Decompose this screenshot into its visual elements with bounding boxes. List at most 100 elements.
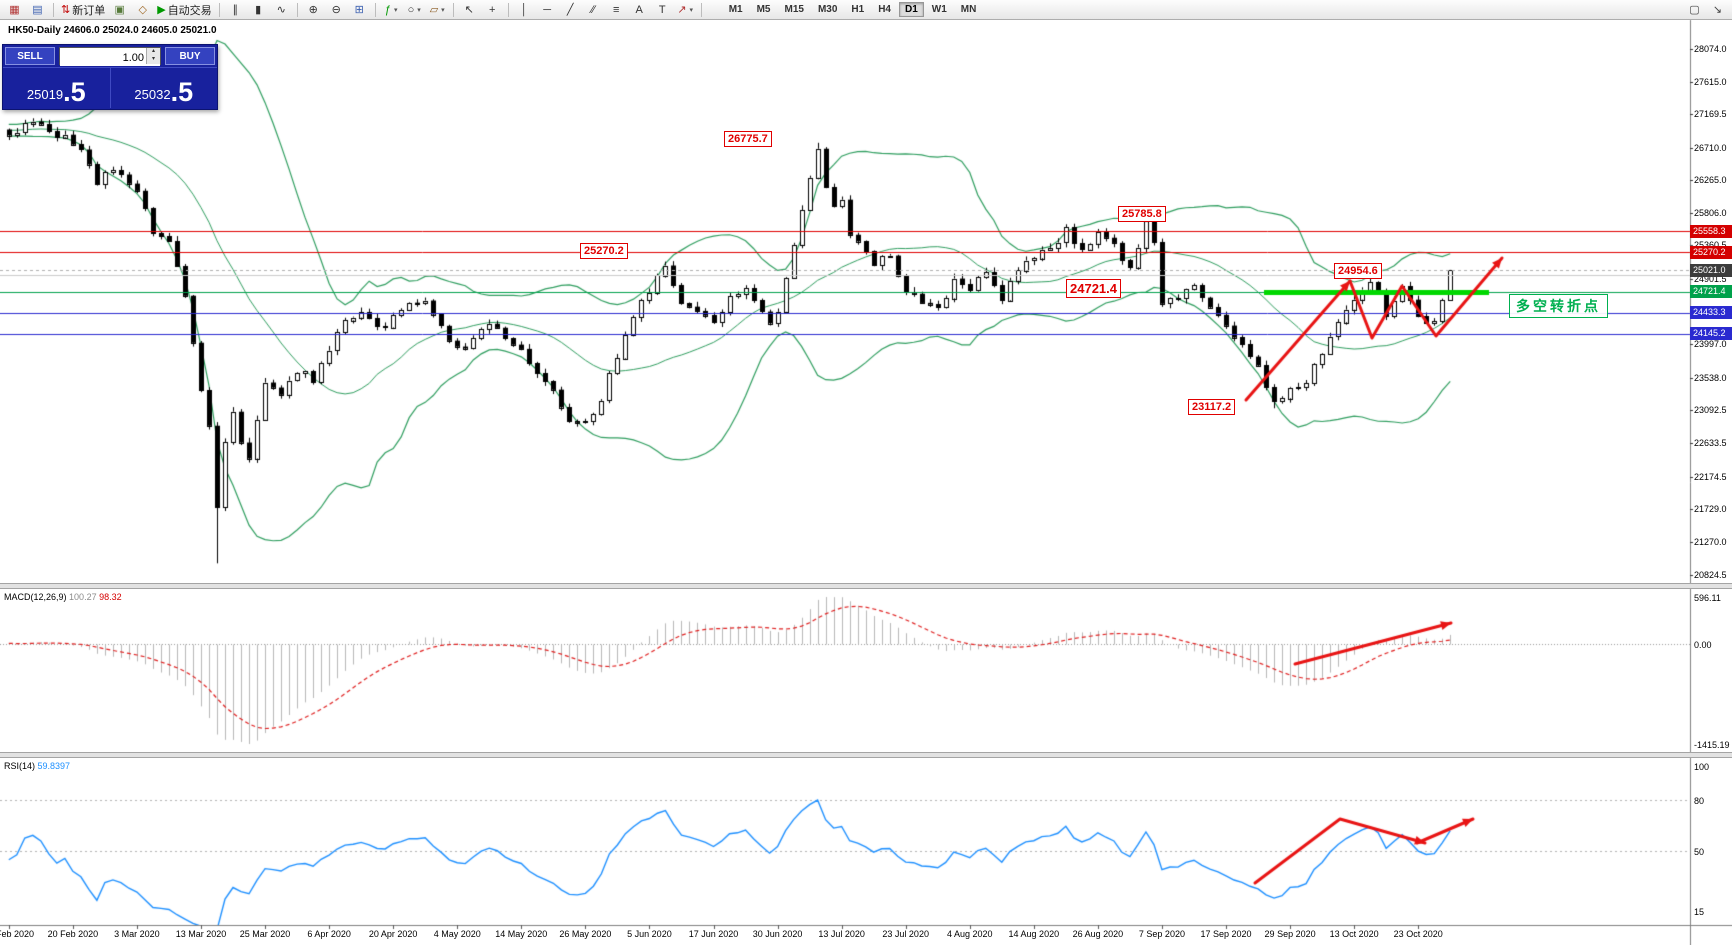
terminal-icon[interactable]: ▣: [109, 1, 130, 18]
one-click-trading-panel: SELL ▴ ▾ BUY 25019.5 25032.5: [2, 44, 218, 110]
toolbar: ▦ ▤ ⇅ 新订单 ▣ ◇ ▶ 自动交易 ∥ ▮ ∿ ⊕ ⊖ ⊞ ƒ ▾ ○ ▾ ▱ ▾ ↖ + │ ─ ╱ ∕∕ ≡ A T ↗ ▾ M1 M…: [0, 0, 1732, 20]
date-label: 14 May 2020: [495, 929, 548, 939]
rsi-name: RSI(14): [4, 761, 36, 771]
strategy-tester-icon: ◇: [138, 4, 147, 16]
indicators-icon[interactable]: ƒ ▾: [381, 1, 402, 18]
tile-windows-icon: ⊞: [354, 4, 364, 16]
zoom-out-icon: ⊖: [331, 4, 341, 16]
rsi-axis-label: 50: [1694, 847, 1705, 857]
fibonacci-icon[interactable]: ≡: [606, 1, 627, 18]
date-label: 14 Aug 2020: [1008, 929, 1060, 939]
channel-icon[interactable]: ∕∕: [583, 1, 604, 18]
panel-splitter-macd[interactable]: [0, 583, 1732, 589]
chart-windows-icon[interactable]: ▦: [4, 1, 25, 18]
buy-button[interactable]: BUY: [165, 47, 215, 65]
vertical-line-icon[interactable]: │: [514, 1, 535, 18]
date-label: 30 Jun 2020: [752, 929, 803, 939]
pointer-icon[interactable]: ↘: [1712, 4, 1723, 16]
toolbar-separator: [218, 2, 220, 17]
timeframe-h1[interactable]: H1: [845, 2, 870, 17]
vertical-line-icon: │: [520, 3, 528, 16]
timeframe-mn[interactable]: MN: [955, 2, 983, 17]
toolbar-right: ▢ ↘: [1683, 1, 1729, 18]
price-axis-tick: 25360.5: [1694, 240, 1727, 250]
timeframe-d1[interactable]: D1: [899, 2, 924, 17]
timeframe-h4[interactable]: H4: [872, 2, 897, 17]
text-icon[interactable]: A: [629, 1, 650, 18]
date-label: 17 Jun 2020: [688, 929, 739, 939]
templates-icon: ▱: [429, 4, 439, 16]
sell-button[interactable]: SELL: [5, 47, 55, 65]
text-icon: A: [635, 3, 643, 16]
candlestick-icon[interactable]: ▮: [248, 1, 269, 18]
zoom-out-icon[interactable]: ⊖: [326, 1, 347, 18]
channel-icon: ∕∕: [591, 3, 596, 16]
fibonacci-icon: ≡: [612, 3, 620, 16]
date-label: 29 Sep 2020: [1264, 929, 1316, 939]
date-label: 10 Feb 2020: [0, 929, 35, 939]
volume-input[interactable]: [60, 50, 160, 66]
price-annotation[interactable]: 24721.4: [1066, 279, 1121, 298]
price-annotation[interactable]: 25270.2: [580, 243, 628, 259]
horizontal-line-icon: ─: [543, 3, 552, 16]
autotrade-button-label: 自动交易: [167, 4, 212, 17]
timeframe-w1[interactable]: W1: [926, 2, 953, 17]
timeframe-m1[interactable]: M1: [723, 2, 749, 17]
price-annotation[interactable]: 25785.8: [1118, 206, 1166, 222]
price-annotation[interactable]: 26775.7: [724, 131, 772, 147]
timeframe-m30[interactable]: M30: [812, 2, 843, 17]
periods-icon[interactable]: ○ ▾: [404, 1, 425, 18]
turning-point-label[interactable]: 多空转折点: [1509, 294, 1608, 318]
toolbar-separator: [53, 2, 54, 17]
profiles-icon[interactable]: ▤: [27, 1, 48, 18]
timeframe-m15[interactable]: M15: [779, 2, 810, 17]
tile-windows-icon[interactable]: ⊞: [349, 1, 370, 18]
date-label: 23 Oct 2020: [1393, 929, 1443, 939]
line-chart-icon[interactable]: ∿: [271, 1, 292, 18]
cursor-icon[interactable]: ↖: [459, 1, 480, 18]
autotrade-button-icon: ▶: [157, 4, 166, 16]
price-axis-tick: 26710.0: [1694, 142, 1727, 153]
text-label-icon: T: [658, 3, 666, 16]
date-label: 13 Oct 2020: [1329, 929, 1379, 939]
templates-icon[interactable]: ▱ ▾: [427, 1, 448, 18]
horizontal-line-icon[interactable]: ─: [537, 1, 558, 18]
arrows-icon[interactable]: ↗ ▾: [675, 1, 696, 18]
autotrade-button[interactable]: ▶ 自动交易: [155, 1, 213, 18]
price-annotation[interactable]: 24954.6: [1334, 263, 1382, 279]
indicators-icon: ƒ: [384, 3, 391, 16]
terminal-icon: ▣: [114, 4, 125, 16]
toolbar-separator: [452, 2, 454, 17]
rsi-value: 59.8397: [37, 761, 71, 771]
price-divider: [109, 68, 111, 108]
sell-price[interactable]: 25019.5: [3, 68, 110, 108]
window-icon[interactable]: ▢: [1689, 4, 1700, 16]
volume-up-button[interactable]: ▴: [147, 48, 160, 56]
timeframe-m5[interactable]: M5: [751, 2, 777, 17]
price-axis-badge: 24433.3: [1690, 306, 1732, 319]
rsi-axis-label: 15: [1694, 906, 1705, 917]
volume-down-button[interactable]: ▾: [147, 56, 160, 64]
chart-windows-icon: ▦: [9, 4, 20, 16]
rsi-label: RSI(14) 59.8397: [4, 761, 70, 771]
new-order-button[interactable]: ⇅ 新订单: [59, 1, 107, 18]
sell-price-main: 25019: [26, 87, 64, 102]
crosshair-icon[interactable]: +: [482, 1, 503, 18]
price-axis-tick: 28074.0: [1694, 43, 1727, 54]
price-axis-badge: 24721.4: [1690, 285, 1732, 298]
ohlc-bars-icon[interactable]: ∥: [225, 1, 246, 18]
profiles-icon: ▤: [32, 4, 43, 16]
zoom-in-icon[interactable]: ⊕: [303, 1, 324, 18]
price-annotation[interactable]: 23117.2: [1188, 399, 1236, 415]
timeframe-toolbar: M1 M5 M15 M30 H1 H4 D1 W1 MN: [722, 2, 984, 17]
text-label-icon[interactable]: T: [652, 1, 673, 18]
buy-price[interactable]: 25032.5: [111, 68, 218, 108]
price-axis-badge: 25558.3: [1690, 225, 1732, 238]
macd-axis-label: -1415.19: [1694, 740, 1730, 750]
date-label: 20 Feb 2020: [47, 929, 99, 939]
strategy-tester-icon[interactable]: ◇: [132, 1, 153, 18]
trendline-icon[interactable]: ╱: [560, 1, 581, 18]
panel-splitter-rsi[interactable]: [0, 752, 1732, 758]
